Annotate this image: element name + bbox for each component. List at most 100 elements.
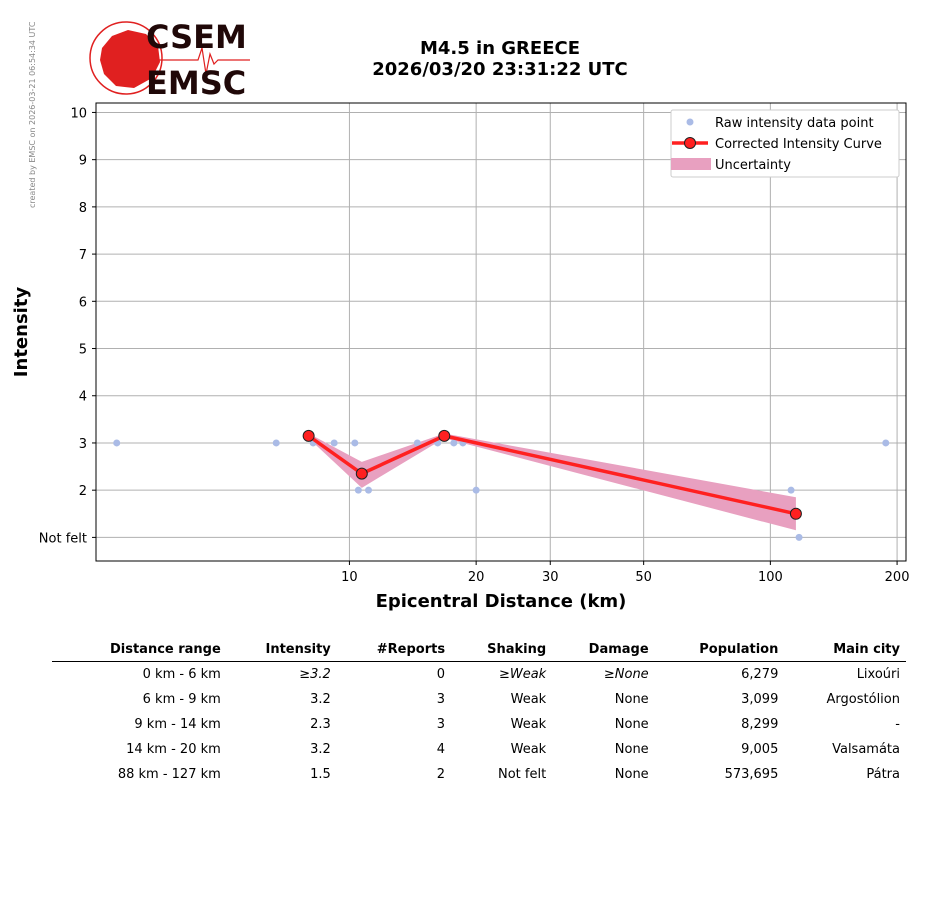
y-tick-label: 10	[70, 106, 87, 121]
table-header-cell: Population	[654, 640, 785, 662]
table-cell: None	[614, 767, 649, 782]
y-tick-label: 6	[79, 295, 87, 310]
table-header-cell: Main city	[784, 640, 906, 662]
logo-bottom-text: EMSC	[146, 64, 246, 98]
table-cell: -	[895, 717, 900, 732]
table-header-cell: Shaking	[451, 640, 553, 662]
table-header-cell: #Reports	[336, 640, 452, 662]
curve-point	[355, 467, 368, 480]
chart-title-line2: 2026/03/20 23:31:22 UTC	[372, 59, 628, 80]
table-row: 9 km - 14 km 2.3 3 Weak None 8,299 -	[52, 712, 906, 737]
curve-point	[302, 429, 315, 442]
seismogram-line	[148, 47, 250, 75]
map-shape	[100, 30, 160, 88]
uncertainty-band	[308, 433, 796, 531]
table-header-cell: Damage	[552, 640, 655, 662]
table-cell: 0 km - 6 km	[142, 667, 221, 682]
curve-line	[307, 434, 797, 516]
x-tick-label: 200	[885, 570, 910, 585]
legend: Raw intensity data point Corrected Inten…	[670, 109, 900, 178]
x-tick-label: 100	[758, 570, 783, 585]
table-cell: None	[614, 692, 649, 707]
table-cell: ≥None	[603, 667, 649, 682]
uncertainty-area	[308, 433, 796, 531]
chart-title-line1: M4.5 in GREECE	[419, 38, 581, 59]
legend-box	[670, 109, 900, 178]
table-header-cell: Distance range	[52, 640, 227, 662]
table-cell: 9,005	[741, 742, 779, 757]
y-tick-label: 4	[79, 390, 87, 405]
table-cell: 2.3	[310, 717, 331, 732]
table-cell: 3	[436, 692, 446, 707]
raw-data-point	[351, 439, 359, 447]
raw-data-point	[450, 439, 458, 447]
x-axis-label: Epicentral Distance (km)	[376, 591, 627, 612]
legend-raw-label: Raw intensity data point	[715, 116, 874, 131]
csem-emsc-logo: CSEM EMSC	[89, 18, 250, 98]
raw-data-point	[795, 533, 803, 541]
table-cell: 1.5	[310, 767, 331, 782]
summary-table: Distance range Intensity #Reports Shaking Da…	[52, 640, 906, 787]
y-tick-label: Not felt	[39, 531, 87, 546]
logo-top-text: CSEM	[146, 18, 247, 56]
legend-uncertainty-swatch	[671, 158, 711, 170]
table-body: 0 km - 6 km ≥3.2 0 ≥Weak ≥None 6,279 Lixoúri 6 …	[52, 662, 906, 788]
table-cell: Weak	[510, 742, 547, 757]
y-tick-label: 3	[79, 437, 87, 452]
table-cell: 6 km - 9 km	[142, 692, 221, 707]
x-tick-label: 30	[542, 570, 559, 585]
legend-raw-marker	[686, 118, 694, 126]
x-tick-label: 20	[468, 570, 485, 585]
table-cell: ≥3.2	[299, 667, 331, 682]
table-cell: 88 km - 127 km	[117, 767, 221, 782]
raw-data-point	[472, 486, 480, 494]
table-cell: 6,279	[741, 667, 779, 682]
corrected-curve	[302, 429, 802, 520]
table-cell: Argostólion	[826, 692, 900, 707]
table-cell: Weak	[510, 692, 547, 707]
x-tick-label: 10	[341, 570, 358, 585]
table-cell: 4	[436, 742, 446, 757]
curve-point	[438, 429, 451, 442]
table-cell: Valsamáta	[832, 742, 900, 757]
table-row: 88 km - 127 km 1.5 2 Not felt None 573,695 Pát…	[52, 762, 906, 787]
table-cell: Lixoúri	[856, 667, 900, 682]
table-cell: 14 km - 20 km	[126, 742, 221, 757]
raw-data-point	[365, 486, 373, 494]
table-row: 6 km - 9 km 3.2 3 Weak None 3,099 Argostólion	[52, 687, 906, 712]
table-cell: 3	[436, 717, 446, 732]
table-cell: 3.2	[310, 742, 331, 757]
y-tick-label: 8	[79, 201, 87, 216]
raw-data-point	[330, 439, 338, 447]
chart-title: M4.5 in GREECE 2026/03/20 23:31:22 UTC	[300, 38, 700, 80]
legend-uncertainty-label: Uncertainty	[715, 158, 791, 173]
table-cell: None	[614, 717, 649, 732]
legend-curve-marker	[684, 137, 696, 149]
globe-icon	[89, 21, 163, 95]
table-cell: Not felt	[498, 767, 547, 782]
ticks: Not felt 2 3 4 5 6 7 8 9 10 10 20 30 50 100 200	[39, 106, 910, 585]
table-cell: Weak	[510, 717, 547, 732]
raw-data-point	[272, 439, 280, 447]
table-cell: 573,695	[724, 767, 779, 782]
grid	[96, 103, 906, 561]
table-cell: None	[614, 742, 649, 757]
raw-data-point	[882, 439, 890, 447]
intensity-chart: Not felt 2 3 4 5 6 7 8 9 10 10 20 30 50 100 200 Epicent…	[11, 102, 910, 612]
table-cell: 3.2	[310, 692, 331, 707]
table-cell: 8,299	[741, 717, 779, 732]
curve-point	[789, 507, 802, 520]
raw-data-point	[413, 439, 421, 447]
table-cell: 9 km - 14 km	[134, 717, 221, 732]
table-cell: 2	[436, 767, 446, 782]
table-cell: Pátra	[866, 767, 900, 782]
y-tick-label: 7	[79, 248, 87, 263]
table-header-cell: Intensity	[226, 640, 337, 662]
plot-frame	[95, 102, 907, 562]
raw-data-point	[113, 439, 121, 447]
y-tick-label: 2	[79, 484, 87, 499]
raw-data-point	[787, 486, 795, 494]
raw-data-point	[354, 486, 362, 494]
y-axis-label: Intensity	[11, 287, 32, 378]
legend-curve-label: Corrected Intensity Curve	[715, 137, 882, 152]
